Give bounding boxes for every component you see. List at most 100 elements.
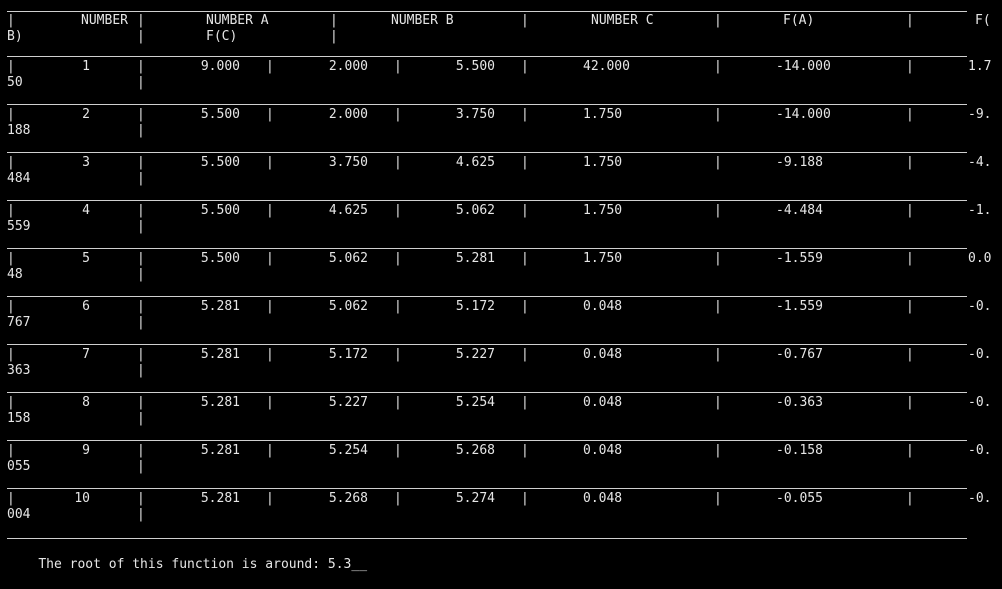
- header-number-b: NUMBER B: [391, 13, 454, 28]
- row-pipe: |: [7, 395, 15, 410]
- row-pipe: |: [394, 251, 402, 266]
- row-pipe: |: [266, 203, 274, 218]
- row-pipe: |: [521, 443, 529, 458]
- row-fb: -1.559: [776, 251, 823, 266]
- row-fa: 1.750: [583, 251, 623, 266]
- row-fa: 0.048: [583, 395, 623, 410]
- row-pipe: |: [521, 59, 529, 74]
- row-a: 5.281: [200, 443, 240, 458]
- row-fc-end: 363: [7, 363, 31, 378]
- row-b: 5.172: [328, 347, 368, 362]
- row-fc-end: 559: [7, 219, 31, 234]
- header-fb-end: B): [7, 29, 23, 44]
- row-fc-start: -0.: [968, 395, 992, 410]
- row-fb: -9.188: [776, 155, 823, 170]
- row-number: 4: [82, 203, 90, 218]
- header-fa: F(A): [783, 13, 815, 28]
- row-pipe: |: [266, 395, 274, 410]
- row-b: 3.750: [328, 155, 368, 170]
- row-pipe: |: [137, 267, 145, 282]
- header-fb-start: F(: [975, 13, 991, 28]
- header-number: NUMBER: [81, 13, 128, 28]
- row-pipe: |: [7, 251, 15, 266]
- row-pipe: |: [137, 347, 145, 362]
- row-b: 2.000: [328, 107, 368, 122]
- row-pipe: |: [906, 59, 914, 74]
- row-pipe: |: [521, 251, 529, 266]
- header-pipe: |: [137, 13, 145, 28]
- row-pipe: |: [266, 491, 274, 506]
- row-top-rule: [7, 200, 967, 201]
- row-pipe: |: [394, 299, 402, 314]
- row-pipe: |: [714, 107, 722, 122]
- row-pipe: |: [394, 347, 402, 362]
- row-top-rule: [7, 56, 967, 57]
- row-pipe: |: [714, 59, 722, 74]
- row-pipe: |: [266, 155, 274, 170]
- row-fa: 1.750: [583, 155, 623, 170]
- row-pipe: |: [137, 219, 145, 234]
- row-b: 5.227: [328, 395, 368, 410]
- row-pipe: |: [137, 411, 145, 426]
- row-fc-end: 48: [7, 267, 23, 282]
- row-fc-end: 188: [7, 123, 31, 138]
- row-pipe: |: [7, 347, 15, 362]
- row-pipe: |: [521, 347, 529, 362]
- row-pipe: |: [266, 299, 274, 314]
- row-number: 5: [82, 251, 90, 266]
- row-pipe: |: [7, 203, 15, 218]
- row-pipe: |: [714, 251, 722, 266]
- row-a: 5.500: [200, 107, 240, 122]
- row-fc-end: 004: [7, 507, 31, 522]
- row-fa: 1.750: [583, 203, 623, 218]
- row-fc-start: -0.: [968, 443, 992, 458]
- row-fc-start: 1.7: [968, 59, 992, 74]
- status-line: The root of this function is around: 5.3…: [7, 541, 367, 589]
- row-pipe: |: [266, 443, 274, 458]
- row-fc-start: -4.: [968, 155, 992, 170]
- row-pipe: |: [137, 315, 145, 330]
- row-fb: -1.559: [776, 299, 823, 314]
- row-b: 5.062: [328, 251, 368, 266]
- row-pipe: |: [137, 59, 145, 74]
- row-a: 5.281: [200, 395, 240, 410]
- row-pipe: |: [7, 443, 15, 458]
- row-pipe: |: [521, 155, 529, 170]
- row-pipe: |: [7, 155, 15, 170]
- row-top-rule: [7, 488, 967, 489]
- row-pipe: |: [906, 395, 914, 410]
- row-number: 7: [82, 347, 90, 362]
- row-a: 5.281: [200, 299, 240, 314]
- row-pipe: |: [906, 491, 914, 506]
- row-pipe: |: [7, 299, 15, 314]
- row-fc-end: 055: [7, 459, 31, 474]
- row-fa: 0.048: [583, 443, 623, 458]
- row-pipe: |: [521, 395, 529, 410]
- row-pipe: |: [714, 395, 722, 410]
- row-pipe: |: [714, 443, 722, 458]
- row-pipe: |: [266, 107, 274, 122]
- row-fc-start: -1.: [968, 203, 992, 218]
- row-c: 5.062: [455, 203, 495, 218]
- row-pipe: |: [137, 491, 145, 506]
- row-fc-end: 50: [7, 75, 23, 90]
- row-pipe: |: [906, 347, 914, 362]
- row-number: 8: [82, 395, 90, 410]
- row-a: 5.281: [200, 347, 240, 362]
- terminal-output[interactable]: | NUMBER | NUMBER A | NUMBER B | NUMBER …: [0, 0, 1002, 572]
- header-pipe: |: [330, 29, 338, 44]
- row-fc-start: 0.0: [968, 251, 992, 266]
- row-pipe: |: [137, 203, 145, 218]
- row-c: 5.172: [455, 299, 495, 314]
- row-pipe: |: [137, 251, 145, 266]
- row-b: 5.062: [328, 299, 368, 314]
- row-pipe: |: [394, 107, 402, 122]
- row-fc-start: -0.: [968, 491, 992, 506]
- row-c: 5.254: [455, 395, 495, 410]
- row-b: 5.254: [328, 443, 368, 458]
- row-pipe: |: [137, 123, 145, 138]
- row-pipe: |: [137, 299, 145, 314]
- row-pipe: |: [394, 203, 402, 218]
- row-pipe: |: [137, 443, 145, 458]
- row-top-rule: [7, 296, 967, 297]
